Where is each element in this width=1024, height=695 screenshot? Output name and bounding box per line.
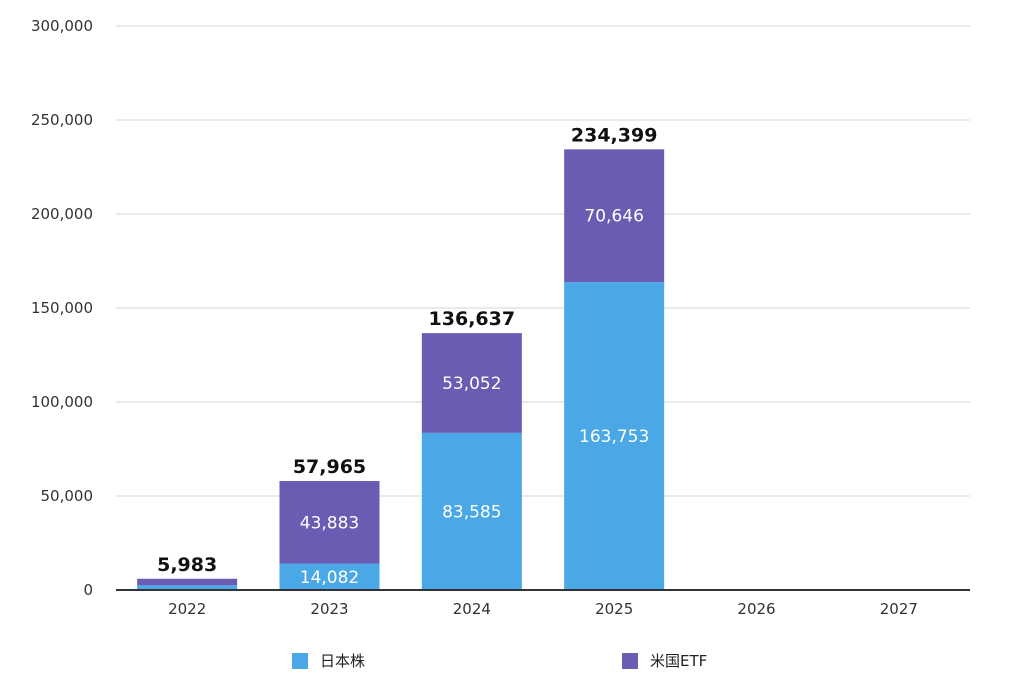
bar-segment-japan-stocks: [279, 563, 380, 590]
total-value-label: 57,965: [293, 456, 366, 478]
bar-segment-japan-stocks: [421, 432, 522, 590]
segment-value-label: 53,052: [442, 374, 501, 394]
x-tick-label: 2027: [880, 600, 918, 618]
y-tick-label: 200,000: [31, 205, 93, 223]
bar-segment-us-etf: [421, 333, 522, 433]
segment-labels: 14,082 43,883 83,585 53,052 163,753 70,646: [300, 207, 650, 588]
segment-value-label: 163,753: [579, 427, 649, 447]
x-tick-label: 2026: [737, 600, 775, 618]
bar-segment-us-etf: [137, 578, 238, 586]
legend-item-us-etf: 米国ETF: [622, 650, 707, 671]
bar-segment-japan-stocks: [564, 282, 665, 590]
x-tick-label: 2024: [453, 600, 491, 618]
segment-value-label: 70,646: [584, 207, 643, 227]
legend-item-japan-stocks: 日本株: [292, 650, 365, 671]
total-value-label: 136,637: [429, 308, 516, 330]
y-tick-label: 0: [83, 581, 93, 599]
total-value-label: 5,983: [157, 554, 217, 576]
total-value-label: 234,399: [571, 124, 658, 146]
y-tick-label: 100,000: [31, 393, 93, 411]
x-tick-label: 2022: [168, 600, 206, 618]
y-axis-ticks: 0 50,000 100,000 150,000 200,000 250,000 300,0…: [31, 17, 93, 599]
segment-value-label: 14,082: [300, 568, 359, 588]
bar-segment-us-etf: [279, 481, 380, 564]
legend-swatch-us-etf: [622, 652, 638, 669]
x-tick-label: 2025: [595, 600, 633, 618]
legend-label-us-etf: 米国ETF: [650, 652, 708, 670]
y-tick-label: 250,000: [31, 111, 93, 129]
bar-segment-japan-stocks: [137, 585, 238, 590]
y-tick-label: 50,000: [41, 487, 94, 505]
legend-label-japan-stocks: 日本株: [320, 652, 366, 670]
segment-value-label: 83,585: [442, 502, 501, 522]
bars: [137, 149, 665, 590]
bar-segment-us-etf: [564, 149, 665, 283]
gridlines: [116, 25, 970, 497]
total-labels: 5,983 57,965 136,637 234,399: [157, 124, 657, 575]
y-tick-label: 150,000: [31, 299, 93, 317]
x-tick-label: 2023: [310, 600, 348, 618]
y-tick-label: 300,000: [31, 17, 93, 35]
segment-value-label: 43,883: [300, 513, 359, 533]
x-axis-ticks: 2022 2023 2024 2025 2026 2027: [168, 600, 918, 618]
legend-swatch-japan-stocks: [292, 652, 308, 669]
